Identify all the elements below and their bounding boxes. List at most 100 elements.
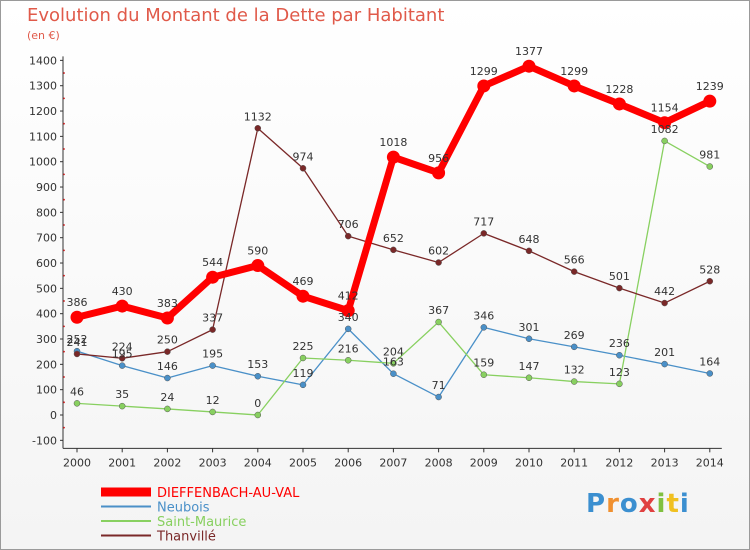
data-point [299,381,307,389]
data-label: 146 [157,360,178,373]
data-point [344,357,352,364]
chart-title: Evolution du Montant de la Dette par Hab… [27,5,445,26]
data-point [570,268,578,275]
x-tick-label: 2007 [379,456,407,469]
data-label: 195 [112,348,133,361]
data-label: 71 [432,379,446,392]
data-point [706,370,714,377]
y-minor-dot [63,350,65,353]
data-label: 717 [473,215,494,228]
data-point [209,326,216,333]
y-tick-label: 300 [36,333,57,346]
data-label: 195 [202,348,223,361]
data-point [435,393,442,401]
data-point [658,116,672,130]
data-label: 602 [428,245,449,258]
data-point [616,380,623,388]
data-point [118,355,126,362]
y-tick-label: 600 [36,257,57,270]
data-label: 648 [519,233,540,246]
data-label: 1377 [515,45,543,58]
y-tick-label: 200 [36,358,57,371]
data-point [570,343,578,351]
data-point [299,354,307,362]
data-label: 225 [293,340,314,353]
data-label: 153 [247,358,268,371]
y-minor-dot [63,148,65,150]
data-point [254,125,262,132]
data-point [160,311,174,325]
data-label: 216 [338,342,359,355]
logo-letter: i [656,489,667,519]
data-point [706,278,714,285]
y-minor-dot [63,274,65,277]
data-label: 0 [254,397,261,410]
data-label: 12 [206,394,220,407]
logo-letter: o [619,489,639,519]
x-tick-label: 2000 [63,456,91,469]
data-label: 367 [428,304,449,317]
data-point [435,318,442,326]
y-minor-dot [63,173,65,176]
proxiti-logo: Proxiti [586,489,690,519]
data-point [570,378,578,385]
data-point [115,299,129,313]
data-point [254,411,262,419]
data-label: 340 [338,311,359,324]
data-point [525,247,533,255]
y-minor-dot [63,72,65,74]
x-tick-label: 2006 [334,456,362,469]
data-label: 252 [67,333,88,346]
y-tick-label: 400 [36,308,57,321]
data-label: 224 [112,340,133,353]
data-point [706,163,714,170]
data-point [480,230,488,237]
data-point [118,402,126,410]
data-point [386,150,400,164]
data-label: 241 [67,336,88,349]
logo-letter: i [679,489,690,519]
x-tick-label: 2010 [515,456,543,469]
y-tick-label: 0 [50,409,57,422]
x-tick-label: 2005 [289,456,317,469]
data-label: 24 [160,391,174,404]
x-tick-label: 2003 [199,456,227,469]
data-label: 204 [383,345,404,358]
data-label: 236 [609,337,630,350]
y-tick-label: 700 [36,232,57,245]
data-label: 1154 [651,102,679,115]
data-label: 566 [564,254,585,267]
data-point [209,362,216,369]
data-point [341,304,355,318]
logo-letter: t [666,489,680,519]
y-tick-label: 1200 [29,105,57,118]
data-point [435,259,442,266]
data-label: 652 [383,232,404,245]
data-point [612,97,626,111]
data-point [390,370,397,377]
data-point [432,166,446,180]
x-tick-label: 2004 [244,456,272,469]
y-tick-label: 1300 [29,80,57,93]
data-point [522,59,536,73]
data-point [344,325,352,333]
data-label: 159 [473,357,494,370]
data-point [206,270,220,284]
data-label: 1239 [696,80,724,93]
data-label: 123 [609,366,630,379]
data-label: 1228 [605,83,633,96]
data-label: 386 [67,296,88,309]
logo-letter: r [606,489,620,519]
data-label: 501 [609,270,630,283]
x-tick-label: 2008 [425,456,453,469]
data-point [616,284,623,292]
data-point [70,310,84,324]
data-label: 269 [564,329,585,342]
data-label: 301 [519,321,540,334]
data-label: 119 [293,367,314,380]
legend-label: Thanvillé [156,530,216,545]
data-label: 35 [115,388,129,401]
y-tick-label: 1000 [29,156,57,169]
